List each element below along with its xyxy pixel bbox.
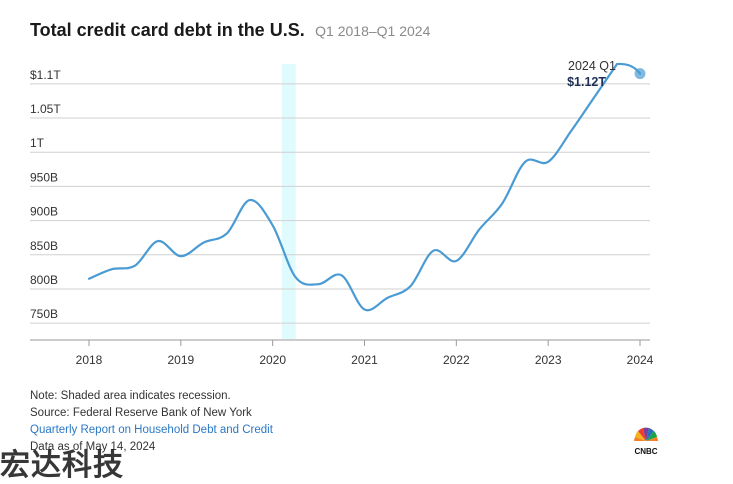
chart-title-row: Total credit card debt in the U.S. Q1 20… xyxy=(30,20,430,41)
y-tick-label: 750B xyxy=(30,307,58,321)
series-layer xyxy=(87,62,646,312)
chart-subtitle: Q1 2018–Q1 2024 xyxy=(315,23,431,39)
x-tick-label: 2019 xyxy=(167,353,194,367)
logo-text: CNBC xyxy=(634,447,657,456)
annotation-value-label: $1.12T xyxy=(567,75,606,89)
x-axis: 2018 2019 2020 2021 2022 2023 2024 xyxy=(30,339,654,367)
x-tick-label: 2024 xyxy=(627,353,654,367)
y-tick-label: 1T xyxy=(30,136,45,150)
final-point-marker xyxy=(634,68,646,80)
x-tick-label: 2023 xyxy=(535,353,562,367)
x-tick-label: 2020 xyxy=(259,353,286,367)
y-tick-label: 800B xyxy=(30,273,58,287)
chart-notes: Note: Shaded area indicates recession. S… xyxy=(30,388,273,456)
y-tick-label: 950B xyxy=(30,170,58,184)
y-tick-label: $1.1T xyxy=(30,68,61,82)
recession-note: Note: Shaded area indicates recession. xyxy=(30,390,231,402)
y-axis-tick-labels: 750B 800B 850B 900B 950B 1T 1.05T $1.1T xyxy=(30,68,61,321)
series-line xyxy=(87,62,619,312)
cnbc-peacock-logo: CNBC xyxy=(634,427,658,456)
report-link[interactable]: Quarterly Report on Household Debt and C… xyxy=(30,424,273,436)
x-tick-label: 2021 xyxy=(351,353,378,367)
chart-title: Total credit card debt in the U.S. xyxy=(30,20,305,40)
x-tick-label: 2022 xyxy=(443,353,470,367)
watermark: 宏达科技 xyxy=(0,448,124,483)
y-tick-label: 900B xyxy=(30,205,58,219)
y-tick-label: 1.05T xyxy=(30,102,61,116)
data-as-of-note: Data as of May 14, 2024 xyxy=(30,441,156,453)
recession-band-layer xyxy=(281,64,296,339)
annotation-layer: 2024 Q1 $1.12T xyxy=(567,59,616,89)
gridlines xyxy=(30,83,650,324)
recession-band xyxy=(281,64,296,339)
y-tick-label: 850B xyxy=(30,239,58,253)
x-tick-label: 2018 xyxy=(76,353,103,367)
source-note: Source: Federal Reserve Bank of New York xyxy=(30,407,252,419)
annotation-period-label: 2024 Q1 xyxy=(568,59,616,73)
